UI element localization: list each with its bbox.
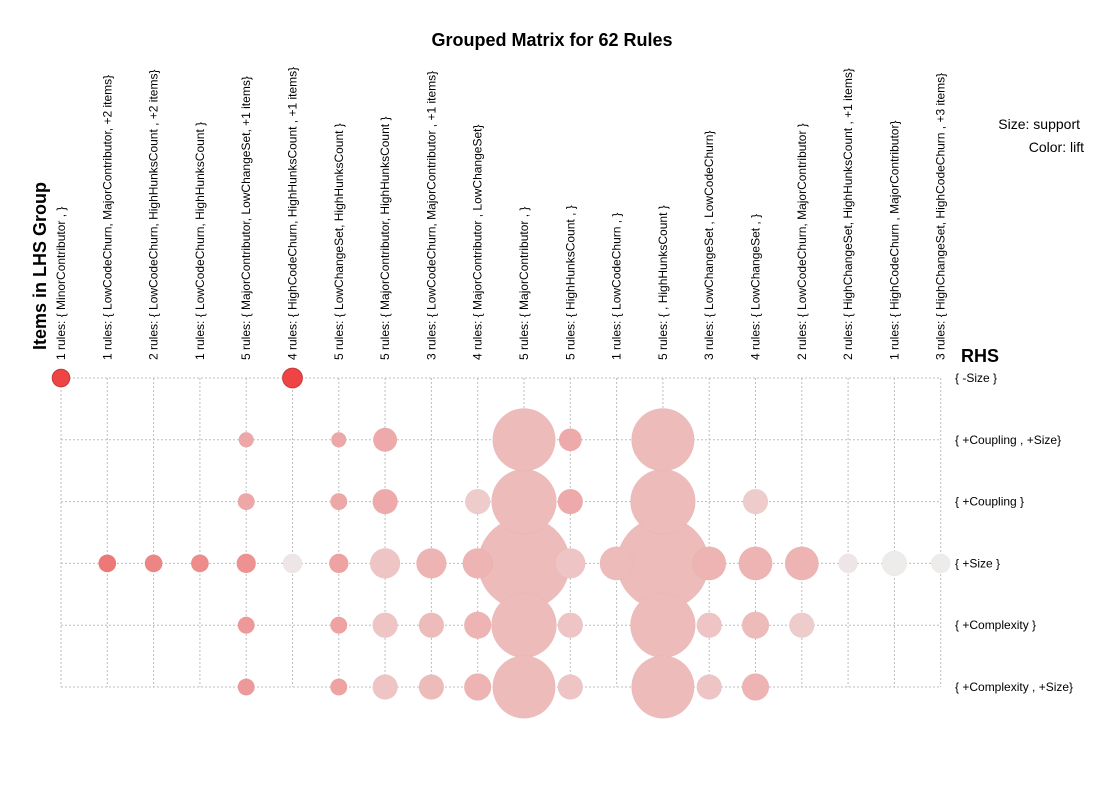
rule-bubble bbox=[282, 553, 303, 574]
rule-bubble bbox=[557, 674, 584, 700]
rule-bubble bbox=[372, 427, 398, 452]
rule-bubble bbox=[238, 432, 254, 448]
rhs-item-labels: { -Size } { +Coupling , +Size} { +Coupling… bbox=[955, 371, 1073, 694]
rule-bubble bbox=[331, 432, 347, 448]
lhs-group-label: 2 rules: { HighChangeSet, HighHunksCount… bbox=[841, 68, 855, 360]
rule-bubble bbox=[51, 368, 71, 388]
rule-bubble bbox=[372, 674, 398, 700]
lhs-group-label: 1 rules: { LowCodeChurn , } bbox=[610, 213, 624, 360]
rhs-item-label: { +Complexity , +Size} bbox=[955, 680, 1073, 694]
rule-bubble bbox=[789, 612, 815, 638]
rule-bubble bbox=[696, 612, 722, 638]
rule-bubble bbox=[630, 592, 696, 658]
rule-bubble bbox=[236, 553, 257, 574]
legend-color: Color: lift bbox=[1029, 139, 1084, 155]
rule-bubble bbox=[330, 678, 348, 696]
rule-bubble bbox=[881, 550, 908, 577]
y-axis-title: RHS bbox=[961, 346, 999, 366]
rule-bubble bbox=[492, 655, 556, 719]
rule-bubble bbox=[631, 655, 695, 719]
chart-title: Grouped Matrix for 62 Rules bbox=[431, 30, 672, 50]
rhs-item-label: { +Size } bbox=[955, 556, 1000, 570]
lhs-group-label: 4 rules: { MajorContributor , LowChangeS… bbox=[471, 125, 485, 360]
rule-bubble bbox=[237, 678, 255, 696]
rhs-item-label: { -Size } bbox=[955, 371, 997, 385]
lhs-group-label: 2 rules: { LowCodeChurn, MajorContributo… bbox=[795, 123, 809, 360]
legend-size: Size: support bbox=[998, 116, 1080, 132]
rule-bubble bbox=[738, 546, 773, 581]
lhs-group-label: 4 rules: { LowChangeSet , } bbox=[749, 214, 763, 360]
rule-bubble bbox=[491, 592, 557, 658]
rule-bubble bbox=[462, 548, 493, 579]
lhs-group-label: 1 rules: { LowCodeChurn, HighHunksCount … bbox=[193, 122, 207, 360]
rule-bubble bbox=[741, 611, 770, 639]
rule-bubble bbox=[372, 488, 398, 515]
rule-bubble bbox=[330, 492, 348, 511]
rule-bubble bbox=[463, 611, 492, 639]
lhs-group-label: 1 rules: { HighCodeChurn , MajorContribu… bbox=[887, 121, 901, 360]
rule-bubble bbox=[630, 468, 696, 535]
rhs-item-label: { +Coupling , +Size} bbox=[955, 433, 1061, 447]
lhs-group-label: 5 rules: { MajorContributor , } bbox=[517, 207, 531, 360]
x-axis-title: Items in LHS Group bbox=[30, 182, 50, 350]
rule-bubble bbox=[741, 673, 770, 701]
rule-bubble bbox=[144, 554, 163, 573]
lhs-group-label: 2 rules: { LowCodeChurn, HighHunksCount … bbox=[147, 70, 161, 361]
rule-bubble bbox=[463, 673, 492, 701]
lhs-group-label: 5 rules: { MajorContributor, HighHunksCo… bbox=[378, 117, 392, 360]
rhs-item-label: { +Complexity } bbox=[955, 618, 1036, 632]
rule-bubble bbox=[557, 488, 584, 515]
rule-bubble bbox=[930, 553, 951, 574]
lhs-group-label: 5 rules: { LowChangeSet, HighHunksCount … bbox=[332, 123, 346, 360]
rule-bubble bbox=[696, 674, 722, 700]
rule-bubble bbox=[464, 488, 491, 515]
rule-bubble bbox=[492, 408, 556, 472]
lhs-group-label: 3 rules: { LowCodeChurn, MajorContributo… bbox=[424, 71, 438, 360]
lhs-group-label: 3 rules: { LowChangeSet , LowCodeChurn} bbox=[702, 131, 716, 360]
rule-bubble bbox=[369, 548, 401, 579]
bubble-layer bbox=[51, 367, 951, 719]
rule-bubble bbox=[838, 553, 858, 574]
rule-bubble bbox=[557, 612, 584, 638]
rule-bubble bbox=[237, 492, 255, 511]
lhs-group-label: 1 rules: { MinorContributor , } bbox=[54, 207, 68, 360]
lhs-group-label: 5 rules: { , HighHunksCount } bbox=[656, 205, 670, 360]
rule-bubble bbox=[330, 616, 348, 634]
rule-bubble bbox=[558, 428, 582, 452]
rule-bubble bbox=[418, 674, 445, 700]
rule-bubble bbox=[190, 554, 209, 573]
rule-bubble bbox=[692, 546, 727, 581]
rule-bubble bbox=[631, 408, 695, 472]
lhs-group-labels: 1 rules: { MinorContributor , } 1 rules: … bbox=[54, 67, 948, 360]
rule-bubble bbox=[237, 616, 255, 634]
rhs-item-label: { +Coupling } bbox=[955, 495, 1024, 509]
rule-bubble bbox=[98, 554, 117, 573]
lhs-group-label: 5 rules: { MajorContributor, LowChangeSe… bbox=[239, 76, 253, 360]
rule-bubble bbox=[418, 612, 445, 638]
rule-bubble bbox=[784, 546, 819, 581]
rule-bubble bbox=[282, 367, 303, 389]
lhs-group-label: 4 rules: { HighCodeChurn, HighHunksCount… bbox=[286, 67, 300, 360]
rule-bubble bbox=[742, 488, 769, 515]
rule-bubble bbox=[416, 548, 447, 579]
rule-bubble bbox=[491, 468, 557, 535]
rule-bubble bbox=[599, 546, 634, 581]
lhs-group-label: 5 rules: { HighHunksCount , } bbox=[563, 205, 577, 360]
rule-bubble bbox=[328, 553, 349, 574]
lhs-group-label: 1 rules: { LowCodeChurn, MajorContributo… bbox=[100, 75, 114, 360]
rule-bubble bbox=[555, 548, 586, 579]
lhs-group-label: 3 rules: { HighChangeSet, HighCodeChurn … bbox=[934, 73, 948, 360]
rule-bubble bbox=[372, 612, 398, 638]
